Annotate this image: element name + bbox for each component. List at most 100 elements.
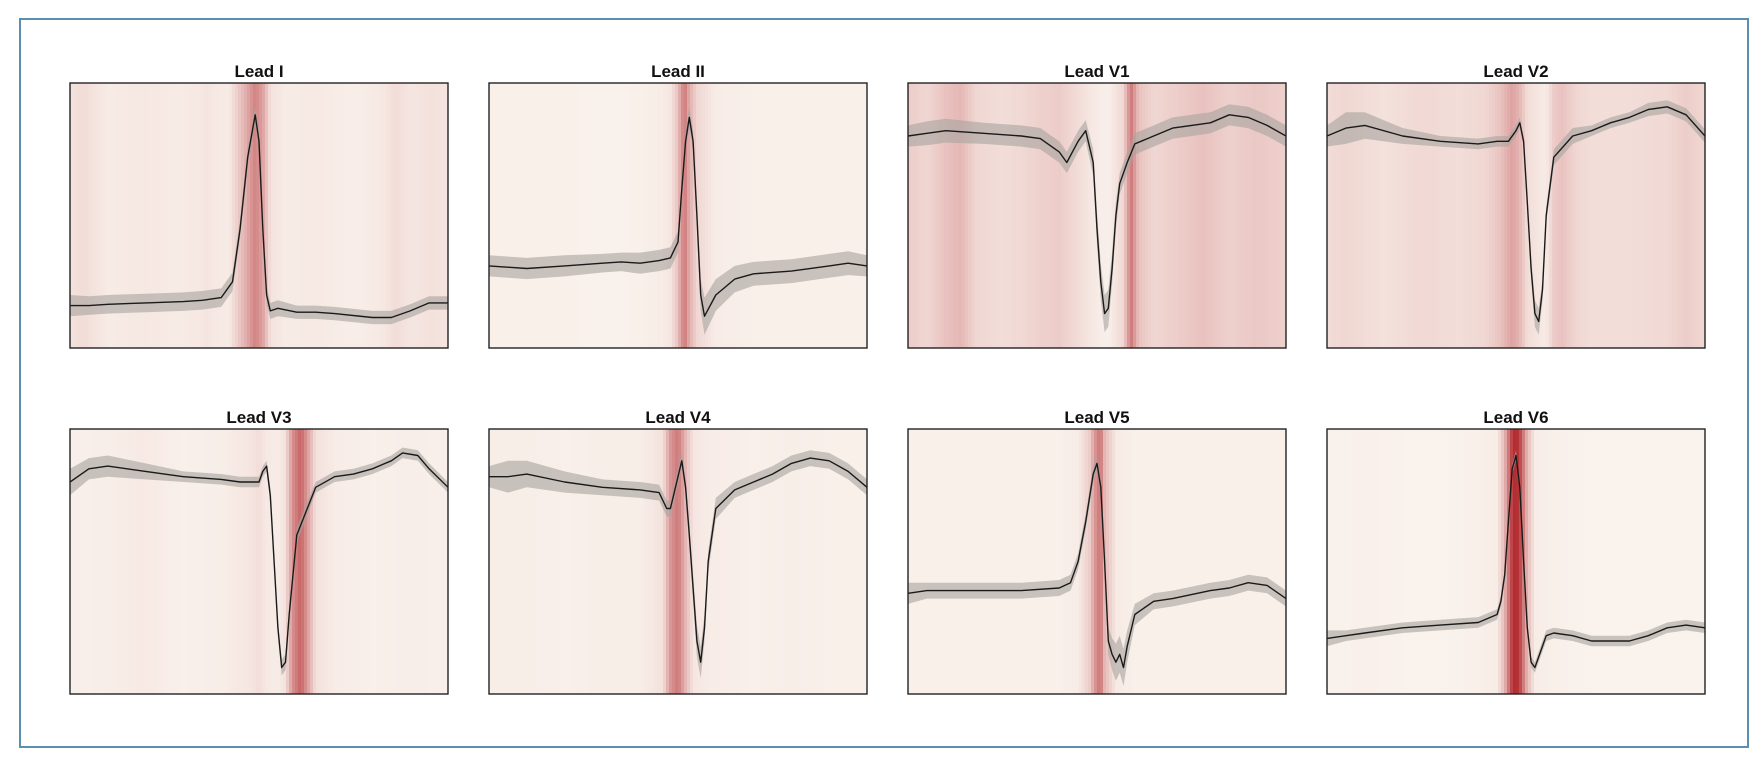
saliency-strip bbox=[319, 429, 323, 694]
saliency-strip bbox=[1127, 429, 1131, 694]
saliency-strip bbox=[88, 429, 92, 694]
saliency-strip bbox=[528, 429, 532, 694]
saliency-strip bbox=[489, 429, 493, 694]
saliency-strip bbox=[1699, 429, 1703, 694]
saliency-strip bbox=[564, 429, 568, 694]
saliency-strip bbox=[1402, 83, 1406, 348]
saliency-strip bbox=[1558, 429, 1562, 694]
saliency-strip bbox=[313, 429, 317, 694]
saliency-strip bbox=[292, 83, 296, 348]
saliency-strip bbox=[97, 429, 101, 694]
saliency-strip bbox=[1082, 429, 1086, 694]
saliency-strip bbox=[510, 83, 514, 348]
saliency-strip bbox=[385, 429, 389, 694]
saliency-strip bbox=[352, 83, 356, 348]
saliency-strip bbox=[1019, 83, 1023, 348]
saliency-strip bbox=[1576, 429, 1580, 694]
saliency-strip bbox=[1561, 83, 1565, 348]
saliency-strip bbox=[361, 429, 365, 694]
saliency-strip bbox=[986, 83, 990, 348]
saliency-strip bbox=[609, 429, 613, 694]
saliency-strip bbox=[798, 429, 802, 694]
saliency-strip bbox=[166, 429, 170, 694]
saliency-strip bbox=[513, 83, 517, 348]
saliency-strip bbox=[256, 429, 260, 694]
saliency-strip bbox=[1058, 83, 1062, 348]
saliency-strip bbox=[564, 83, 568, 348]
saliency-strip bbox=[795, 429, 799, 694]
saliency-strip bbox=[259, 429, 263, 694]
saliency-strip bbox=[1444, 429, 1448, 694]
saliency-strip bbox=[645, 83, 649, 348]
saliency-strip bbox=[1606, 429, 1610, 694]
saliency-strip bbox=[286, 83, 290, 348]
saliency-strip bbox=[798, 83, 802, 348]
saliency-strip bbox=[585, 83, 589, 348]
saliency-strip bbox=[1208, 83, 1212, 348]
mean-ecg-trace bbox=[908, 114, 1286, 315]
saliency-strip bbox=[576, 83, 580, 348]
panel-title: Lead I bbox=[234, 62, 283, 81]
saliency-strip bbox=[295, 83, 299, 348]
saliency-strip bbox=[307, 429, 311, 694]
saliency-strip bbox=[1420, 83, 1424, 348]
saliency-strip bbox=[1342, 429, 1346, 694]
saliency-strip bbox=[355, 83, 359, 348]
saliency-strip bbox=[1235, 83, 1239, 348]
saliency-strip bbox=[289, 83, 293, 348]
saliency-strip bbox=[828, 429, 832, 694]
saliency-strip bbox=[1160, 429, 1164, 694]
saliency-strip bbox=[1669, 429, 1673, 694]
saliency-strip bbox=[1663, 83, 1667, 348]
saliency-strip bbox=[792, 429, 796, 694]
saliency-strip bbox=[1088, 429, 1092, 694]
saliency-strip bbox=[1262, 83, 1266, 348]
saliency-strip bbox=[70, 429, 74, 694]
saliency-strip bbox=[639, 83, 643, 348]
saliency-strip bbox=[926, 429, 930, 694]
saliency-strip bbox=[1232, 429, 1236, 694]
saliency-strip bbox=[669, 83, 673, 348]
saliency-strip bbox=[1133, 429, 1137, 694]
saliency-strip bbox=[1579, 83, 1583, 348]
saliency-strip bbox=[989, 429, 993, 694]
saliency-strip bbox=[208, 429, 212, 694]
saliency-strip bbox=[744, 429, 748, 694]
saliency-strip bbox=[214, 429, 218, 694]
saliency-strip bbox=[139, 429, 143, 694]
saliency-strip bbox=[424, 83, 428, 348]
saliency-strip bbox=[630, 429, 634, 694]
saliency-strip bbox=[184, 83, 188, 348]
saliency-strip bbox=[1007, 429, 1011, 694]
saliency-strip bbox=[648, 83, 652, 348]
saliency-strip bbox=[1363, 83, 1367, 348]
saliency-strip bbox=[804, 429, 808, 694]
saliency-strip bbox=[983, 83, 987, 348]
saliency-strip bbox=[1142, 429, 1146, 694]
saliency-strip bbox=[385, 83, 389, 348]
saliency-strip bbox=[1163, 83, 1167, 348]
saliency-strip bbox=[1043, 429, 1047, 694]
saliency-strip bbox=[1624, 83, 1628, 348]
saliency-strip bbox=[534, 83, 538, 348]
saliency-strip bbox=[1693, 83, 1697, 348]
saliency-strip bbox=[1423, 429, 1427, 694]
axes-border bbox=[907, 428, 1287, 695]
saliency-strip bbox=[151, 83, 155, 348]
saliency-strip bbox=[1037, 83, 1041, 348]
saliency-strip bbox=[1142, 83, 1146, 348]
saliency-strip bbox=[1274, 429, 1278, 694]
saliency-strip bbox=[834, 83, 838, 348]
saliency-strip bbox=[717, 83, 721, 348]
saliency-strip bbox=[256, 83, 260, 348]
saliency-strip bbox=[807, 83, 811, 348]
saliency-strip bbox=[1136, 429, 1140, 694]
uncertainty-band bbox=[489, 450, 867, 679]
saliency-strip bbox=[1178, 429, 1182, 694]
saliency-strip bbox=[379, 83, 383, 348]
saliency-strip bbox=[1663, 429, 1667, 694]
saliency-strip bbox=[735, 83, 739, 348]
saliency-strip bbox=[193, 429, 197, 694]
saliency-strip bbox=[1690, 429, 1694, 694]
saliency-strip bbox=[1618, 429, 1622, 694]
